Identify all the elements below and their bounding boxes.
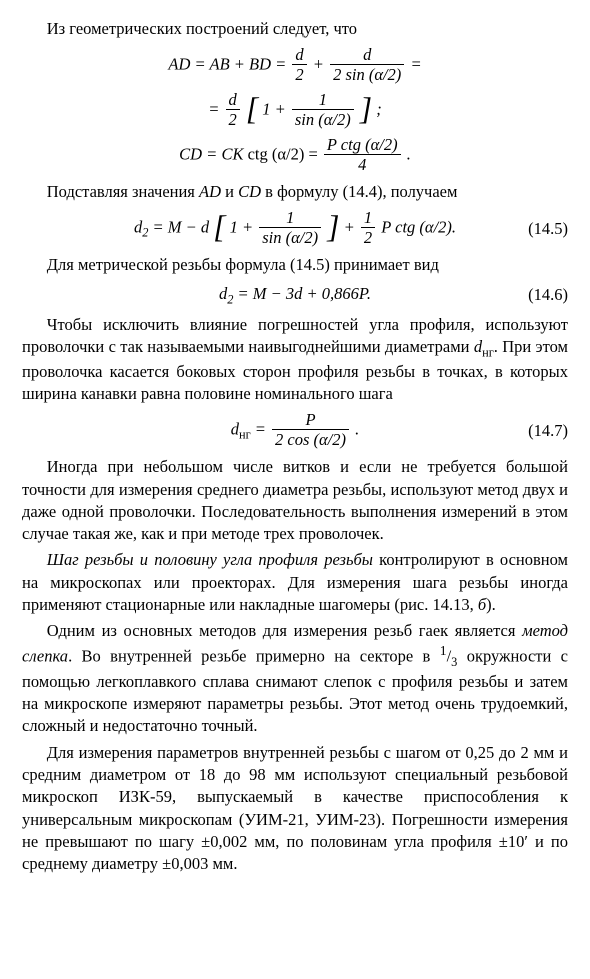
text: Одним из основных методов для измерения … xyxy=(47,621,522,640)
eq-text: + xyxy=(313,55,328,74)
text: в формулу (14.4), получаем xyxy=(261,182,457,201)
equation-AD-line1: AD = AB + BD = d2 + d2 sin (α/2) = xyxy=(22,46,568,85)
eq-text: 1 + xyxy=(230,218,258,237)
equation-number: (14.7) xyxy=(528,420,568,442)
paragraph-method: Одним из основных методов для измерения … xyxy=(22,620,568,738)
eq-text: . xyxy=(355,420,359,439)
numerator: 1 xyxy=(292,91,354,110)
var-AD: AD xyxy=(199,182,221,201)
eq-text: . xyxy=(407,144,411,163)
numerator: P xyxy=(272,411,349,430)
fraction: 12 xyxy=(361,209,375,248)
denominator: 2 xyxy=(361,228,375,248)
denominator: 2 xyxy=(226,110,240,130)
eq-text: 1 + xyxy=(262,99,290,118)
bracket-close: ] xyxy=(360,96,372,121)
paragraph-subst: Подставляя значения AD и CD в формулу (1… xyxy=(22,181,568,203)
fraction: 1sin (α/2) xyxy=(259,209,321,248)
text: . Во внутренней резьбе примерно на секто… xyxy=(68,647,440,666)
denominator: 4 xyxy=(324,155,401,175)
equation-14-5: d2 = M − d [ 1 + 1sin (α/2) ] + 12 P ctg… xyxy=(22,209,568,248)
var-CD: CD xyxy=(238,182,261,201)
eq-text: = xyxy=(410,55,421,74)
numerator: P ctg (α/2) xyxy=(324,136,401,155)
text: Подставляя значения xyxy=(47,182,199,201)
equation-number: (14.6) xyxy=(528,284,568,306)
eq-text: = xyxy=(251,420,270,439)
equation-number: (14.5) xyxy=(528,218,568,240)
numerator: d xyxy=(292,46,306,65)
intro-text: Из геометрических построений следует, чт… xyxy=(22,18,568,40)
eq-text: d xyxy=(231,420,239,439)
fraction: d2 xyxy=(292,46,306,85)
paragraph-exclude: Чтобы исключить влияние погрешностей угл… xyxy=(22,314,568,406)
paragraph-sometimes: Иногда при небольшом числе витков и если… xyxy=(22,456,568,545)
eq-text: = M − 3d + 0,866P. xyxy=(233,284,371,303)
subscript: нг xyxy=(482,345,494,359)
eq-text: P ctg (α/2). xyxy=(381,218,456,237)
text: ). xyxy=(486,595,496,614)
subscript: нг xyxy=(239,428,251,442)
fraction: 1sin (α/2) xyxy=(292,91,354,130)
eq-text: AD = AB + BD = xyxy=(168,55,290,74)
paragraph-internal: Для измерения параметров внутренней резь… xyxy=(22,742,568,876)
numerator: d xyxy=(226,91,240,110)
fraction: d2 sin (α/2) xyxy=(330,46,404,85)
equation-14-7: dнг = P2 cos (α/2) . (14.7) xyxy=(22,411,568,450)
denominator: 2 sin (α/2) xyxy=(330,65,404,85)
sup: 1 xyxy=(440,643,447,658)
denominator: 2 xyxy=(292,65,306,85)
bracket-open: [ xyxy=(246,96,258,121)
equation-AD-line2: = d2 [ 1 + 1sin (α/2) ] ; xyxy=(22,91,568,130)
eq-text: CD = CK xyxy=(179,144,247,163)
denominator: sin (α/2) xyxy=(259,228,321,248)
denominator: sin (α/2) xyxy=(292,110,354,130)
equation-CD: CD = CK ctg (α/2) = P ctg (α/2)4 . xyxy=(22,136,568,175)
fraction: P ctg (α/2)4 xyxy=(324,136,401,175)
denominator: 2 cos (α/2) xyxy=(272,430,349,450)
eq-text: = xyxy=(208,99,223,118)
fraction: P2 cos (α/2) xyxy=(272,411,349,450)
bracket-open: [ xyxy=(213,214,225,239)
paragraph-pitch: Шаг резьбы и половину угла профиля резьб… xyxy=(22,549,568,616)
bracket-close: ] xyxy=(327,214,339,239)
emphasis-pitch: Шаг резьбы и половину угла профиля резьб… xyxy=(47,550,373,569)
eq-text: ctg (α/2) = xyxy=(248,144,322,163)
eq-text: + xyxy=(344,218,359,237)
numerator: d xyxy=(330,46,404,65)
eq-text: d xyxy=(134,218,142,237)
fig-label: б xyxy=(478,595,486,614)
text: и xyxy=(221,182,238,201)
eq-text: d xyxy=(219,284,227,303)
eq-text: ; xyxy=(376,99,382,118)
equation-14-6: d2 = M − 3d + 0,866P. (14.6) xyxy=(22,283,568,308)
eq-text: = M − d xyxy=(148,218,209,237)
numerator: 1 xyxy=(259,209,321,228)
paragraph-metric: Для метрической резьбы формула (14.5) пр… xyxy=(22,254,568,276)
numerator: 1 xyxy=(361,209,375,228)
fraction: d2 xyxy=(226,91,240,130)
var-d: d xyxy=(474,337,482,356)
